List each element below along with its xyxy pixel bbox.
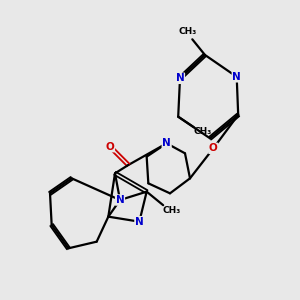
Text: O: O xyxy=(209,143,218,153)
Text: CH₃: CH₃ xyxy=(162,206,180,215)
Text: N: N xyxy=(176,73,184,83)
Text: N: N xyxy=(135,217,144,227)
Text: N: N xyxy=(232,72,241,82)
Text: CH₃: CH₃ xyxy=(179,27,197,36)
Text: N: N xyxy=(162,138,171,148)
Text: O: O xyxy=(106,142,114,152)
Text: N: N xyxy=(116,195,124,205)
Text: CH₃: CH₃ xyxy=(193,127,211,136)
